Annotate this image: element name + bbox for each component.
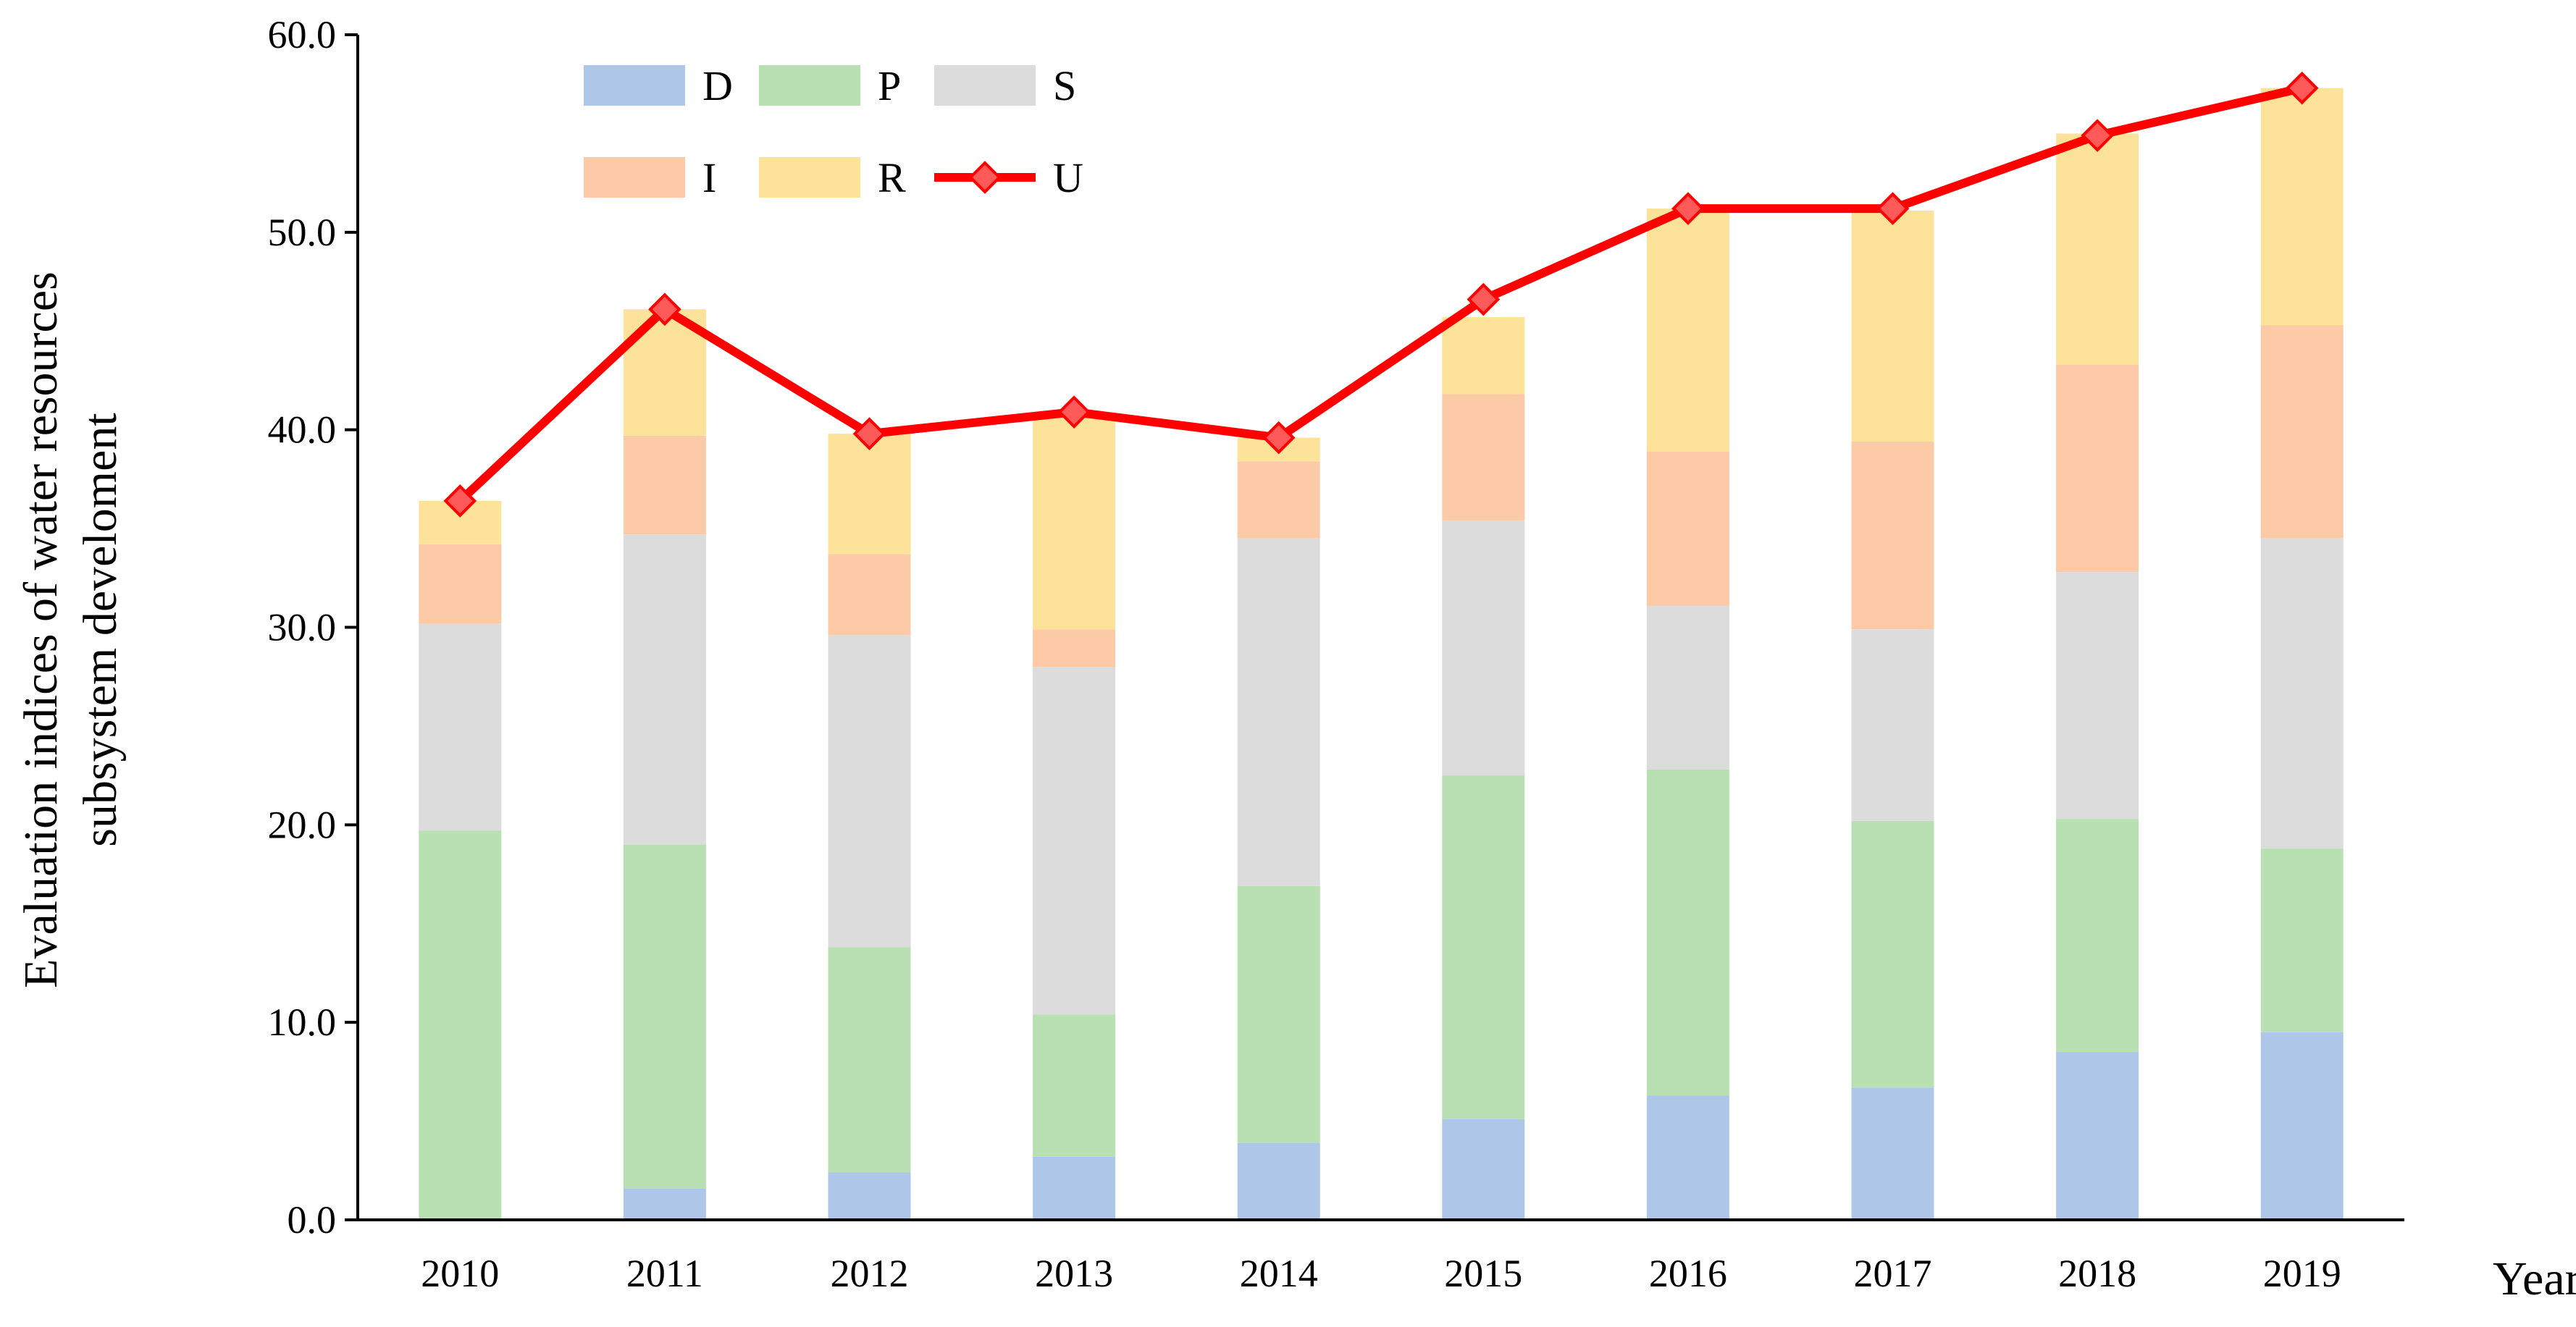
y-tick-label-30.0: 30.0	[268, 606, 337, 649]
bar-S-2014	[1237, 538, 1320, 886]
legend: D P S I R U	[584, 62, 1083, 201]
y-tick-label-10.0: 10.0	[268, 1000, 337, 1044]
bar-S-2015	[1442, 521, 1525, 776]
bar-P-2015	[1442, 775, 1525, 1119]
x-tick-label-2011: 2011	[626, 1252, 703, 1295]
point-U-2011	[648, 292, 681, 327]
point-U-2013	[1057, 395, 1091, 429]
bar-R-2015	[1442, 317, 1525, 395]
y-tick-label-60.0: 60.0	[268, 13, 337, 56]
bar-D-2018	[2056, 1052, 2139, 1220]
bar-S-2013	[1033, 667, 1116, 1015]
bar-I-2012	[828, 554, 911, 636]
x-tick-label-2012: 2012	[831, 1252, 909, 1295]
bar-I-2016	[1646, 451, 1729, 606]
bar-D-2012	[828, 1172, 911, 1220]
legend-swatch-P	[759, 65, 860, 106]
bar-R-2013	[1033, 418, 1116, 630]
bar-I-2019	[2260, 325, 2344, 539]
legend-swatch-R	[759, 157, 860, 198]
bar-P-2011	[623, 844, 706, 1189]
bar-S-2019	[2260, 538, 2344, 849]
point-U-2018	[2081, 119, 2114, 152]
y-tick-label-40.0: 40.0	[268, 408, 337, 452]
bar-I-2018	[2056, 364, 2139, 573]
bar-P-2019	[2260, 848, 2344, 1032]
bar-D-2017	[1851, 1087, 1934, 1220]
point-U-2016	[1671, 192, 1705, 225]
bar-R-2019	[2260, 88, 2344, 326]
x-tick-label-2017: 2017	[1854, 1252, 1932, 1295]
bar-P-2018	[2056, 819, 2139, 1053]
legend-label-R: R	[878, 154, 906, 201]
y-axis-title: Evaluation indices of water resources su…	[14, 271, 127, 988]
line-U	[456, 83, 2307, 505]
bar-S-2010	[419, 623, 502, 831]
legend-label-S: S	[1053, 62, 1076, 109]
bar-R-2017	[1851, 210, 1934, 442]
bar-P-2012	[828, 947, 911, 1173]
x-tick-label-2013: 2013	[1035, 1252, 1113, 1295]
bar-P-2014	[1237, 885, 1320, 1143]
bar-D-2011	[623, 1188, 706, 1220]
bar-S-2012	[828, 635, 911, 948]
bar-R-2012	[828, 434, 911, 555]
bar-P-2016	[1646, 769, 1729, 1096]
point-U-2012	[852, 417, 886, 450]
bar-P-2017	[1851, 820, 1934, 1088]
legend-label-I: I	[702, 154, 716, 201]
legend-label-P: P	[878, 62, 901, 109]
legend-label-U: U	[1053, 154, 1083, 201]
legend-swatch-I	[584, 157, 685, 198]
point-U-2017	[1876, 192, 1910, 225]
legend-swatch-S	[934, 65, 1036, 106]
x-tick-label-2016: 2016	[1649, 1252, 1727, 1295]
bar-S-2016	[1646, 605, 1729, 770]
x-tick-labels: 2010 2011 2012 2013 2014 2015 2016 2017 2018 2019	[421, 1252, 2341, 1295]
bar-P-2010	[419, 830, 502, 1220]
y-axis-title-line-2: subsystem develoment	[74, 413, 127, 846]
bar-S-2011	[623, 534, 706, 845]
x-tick-label-2019: 2019	[2263, 1252, 2341, 1295]
bar-layer	[419, 88, 2344, 1220]
bar-P-2013	[1033, 1014, 1116, 1157]
bar-D-2013	[1033, 1156, 1116, 1220]
y-tick-label-0.0: 0.0	[288, 1198, 337, 1242]
y-tick-labels: 0.0 10.0 20.0 30.0 40.0 50.0 60.0	[268, 13, 337, 1242]
bar-D-2019	[2260, 1032, 2344, 1220]
bar-S-2017	[1851, 629, 1934, 821]
line-layer	[443, 71, 2319, 518]
point-U-2010	[443, 484, 477, 518]
y-tick-label-20.0: 20.0	[268, 803, 337, 846]
bar-I-2013	[1033, 629, 1116, 667]
y-tick-label-50.0: 50.0	[268, 211, 337, 254]
bar-D-2016	[1646, 1095, 1729, 1220]
bar-I-2017	[1851, 442, 1934, 630]
point-U-2019	[2285, 71, 2319, 105]
legend-swatch-D	[584, 65, 685, 106]
bar-I-2011	[623, 435, 706, 535]
point-U-2014	[1262, 421, 1296, 455]
bar-R-2018	[2056, 133, 2139, 365]
bar-S-2018	[2056, 572, 2139, 820]
bar-R-2016	[1646, 208, 1729, 452]
x-tick-label-2015: 2015	[1444, 1252, 1522, 1295]
bar-D-2014	[1237, 1142, 1320, 1220]
legend-label-D: D	[702, 62, 733, 109]
y-axis-title-line-1: Evaluation indices of water resources	[14, 271, 67, 988]
x-tick-label-2010: 2010	[421, 1252, 499, 1295]
bar-I-2010	[419, 544, 502, 624]
x-axis-title: Year	[2493, 1252, 2576, 1305]
point-U-2015	[1467, 282, 1501, 316]
bar-D-2015	[1442, 1119, 1525, 1220]
x-tick-label-2018: 2018	[2058, 1252, 2136, 1295]
x-tick-label-2014: 2014	[1240, 1252, 1318, 1295]
bar-I-2015	[1442, 394, 1525, 521]
bar-I-2014	[1237, 461, 1320, 539]
legend-marker-U	[968, 161, 1002, 194]
axes	[345, 33, 2404, 1221]
